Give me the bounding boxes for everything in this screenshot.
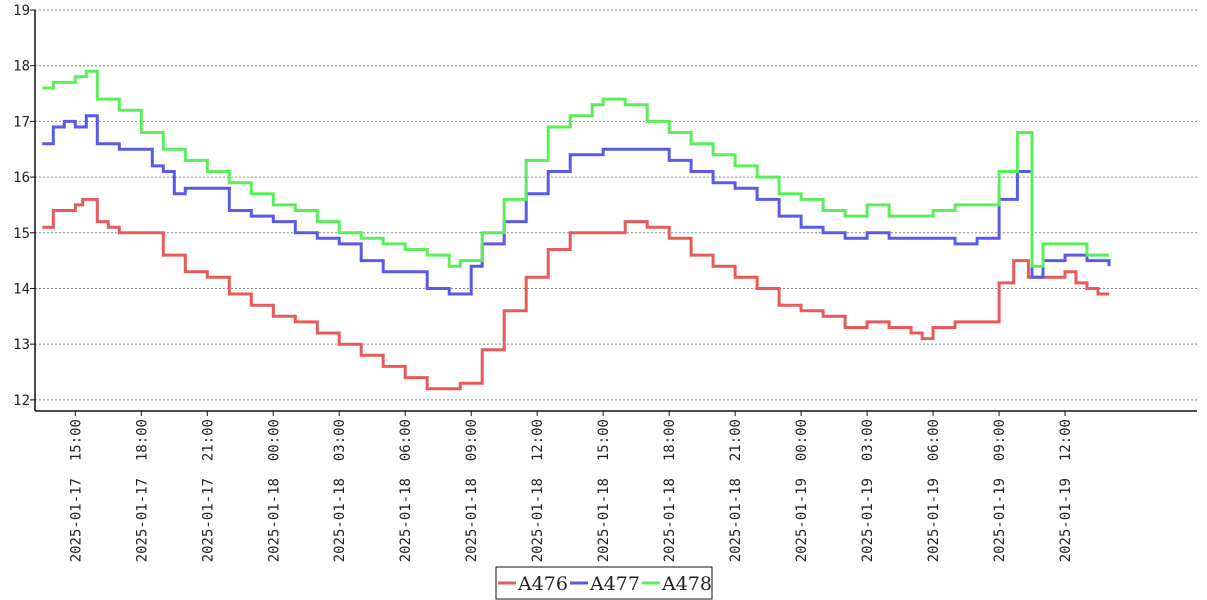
x-tick-label: 2025-01-18 00:00 xyxy=(266,419,282,562)
y-tick-label: 17 xyxy=(13,114,30,130)
x-tick-label: 2025-01-18 21:00 xyxy=(728,419,744,562)
x-tick-label: 2025-01-18 09:00 xyxy=(464,419,480,562)
y-axis-ticks: 12 13 14 15 16 17 18 19 xyxy=(13,3,35,409)
legend-box xyxy=(495,566,713,600)
x-tick-label: 2025-01-17 18:00 xyxy=(134,419,150,562)
x-tick-label: 2025-01-18 06:00 xyxy=(398,419,414,562)
y-tick-label: 13 xyxy=(13,337,30,353)
x-tick-label: 2025-01-19 12:00 xyxy=(1058,419,1074,562)
legend-label: A477 xyxy=(589,573,640,595)
legend-label: A478 xyxy=(661,573,712,595)
y-tick-label: 19 xyxy=(13,3,30,19)
legend: A476 A477 A478 xyxy=(495,566,713,600)
x-tick-label: 2025-01-19 00:00 xyxy=(794,419,810,562)
x-axis-ticks: 2025-01-17 15:00 2025-01-17 18:00 2025-01-… xyxy=(68,411,1074,562)
x-tick-label: 2025-01-19 03:00 xyxy=(860,419,876,562)
series-line-a476 xyxy=(42,197,1109,391)
x-tick-label: 2025-01-18 12:00 xyxy=(530,419,546,562)
x-tick-label: 2025-01-17 21:00 xyxy=(200,419,216,562)
y-tick-label: 18 xyxy=(13,59,30,75)
x-tick-label: 2025-01-18 18:00 xyxy=(662,419,678,562)
y-tick-label: 16 xyxy=(13,170,30,186)
x-tick-label: 2025-01-17 15:00 xyxy=(68,419,84,562)
series-line-a478 xyxy=(42,69,1109,268)
x-tick-label: 2025-01-18 15:00 xyxy=(596,419,612,562)
x-tick-label: 2025-01-19 09:00 xyxy=(992,419,1008,562)
y-tick-label: 12 xyxy=(13,393,30,409)
x-tick-label: 2025-01-19 06:00 xyxy=(926,419,942,562)
y-tick-label: 15 xyxy=(13,226,30,242)
series-line-a477 xyxy=(42,114,1111,296)
legend-label: A476 xyxy=(517,573,568,595)
y-tick-label: 14 xyxy=(13,281,30,297)
grid-lines xyxy=(35,9,1197,401)
x-tick-label: 2025-01-18 03:00 xyxy=(332,419,348,562)
series-layer xyxy=(42,69,1111,391)
